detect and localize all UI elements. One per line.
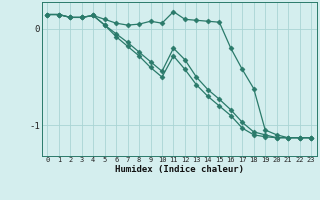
X-axis label: Humidex (Indice chaleur): Humidex (Indice chaleur) (115, 165, 244, 174)
